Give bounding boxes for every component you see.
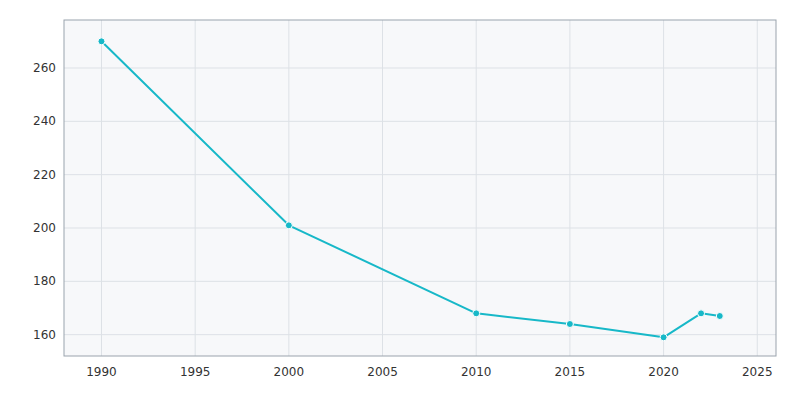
x-grid-line <box>663 20 664 356</box>
chart-svg: 1990 1995 2000 2005 2010 2015 2020 2025 160 180 20… <box>0 0 800 400</box>
tick-labels: 1990 1995 2000 2005 2010 2015 2020 2025 160 180 20… <box>33 61 772 379</box>
x-grid-line <box>476 20 477 356</box>
x-grid-line <box>195 20 196 356</box>
data-area <box>98 38 723 341</box>
y-tick-label: 240 <box>33 114 56 128</box>
x-grid-line <box>101 20 102 356</box>
x-grid-line <box>288 20 289 356</box>
x-grid-line <box>382 20 383 356</box>
y-grid-line <box>64 228 776 229</box>
y-tick-label: 260 <box>33 61 56 75</box>
point <box>98 38 105 45</box>
x-tick-label: 2020 <box>648 365 679 379</box>
point <box>698 310 705 317</box>
y-grid-line <box>64 68 776 69</box>
y-tick-label: 180 <box>33 274 56 288</box>
point <box>566 321 573 328</box>
y-tick-label: 220 <box>33 168 56 182</box>
y-grid-line <box>64 121 776 122</box>
y-tick-label: 160 <box>33 328 56 342</box>
x-grid-line <box>569 20 570 356</box>
chart-container: 1990 1995 2000 2005 2010 2015 2020 2025 160 180 20… <box>0 0 800 400</box>
x-tick-label: 2005 <box>367 365 398 379</box>
y-grid-line <box>64 174 776 175</box>
x-tick-label: 2010 <box>461 365 492 379</box>
y-tick-label: 200 <box>33 221 56 235</box>
grid <box>64 20 776 356</box>
point <box>660 334 667 341</box>
x-tick-label: 1995 <box>180 365 211 379</box>
y-grid-line <box>64 281 776 282</box>
line <box>101 41 719 337</box>
point <box>716 313 723 320</box>
x-tick-label: 2000 <box>274 365 305 379</box>
plot-frame <box>64 20 776 356</box>
point <box>285 222 292 229</box>
x-tick-label: 2015 <box>555 365 586 379</box>
x-tick-label: 2025 <box>742 365 773 379</box>
point <box>473 310 480 317</box>
x-grid-line <box>757 20 758 356</box>
x-tick-label: 1990 <box>86 365 117 379</box>
plot-background <box>64 20 776 356</box>
